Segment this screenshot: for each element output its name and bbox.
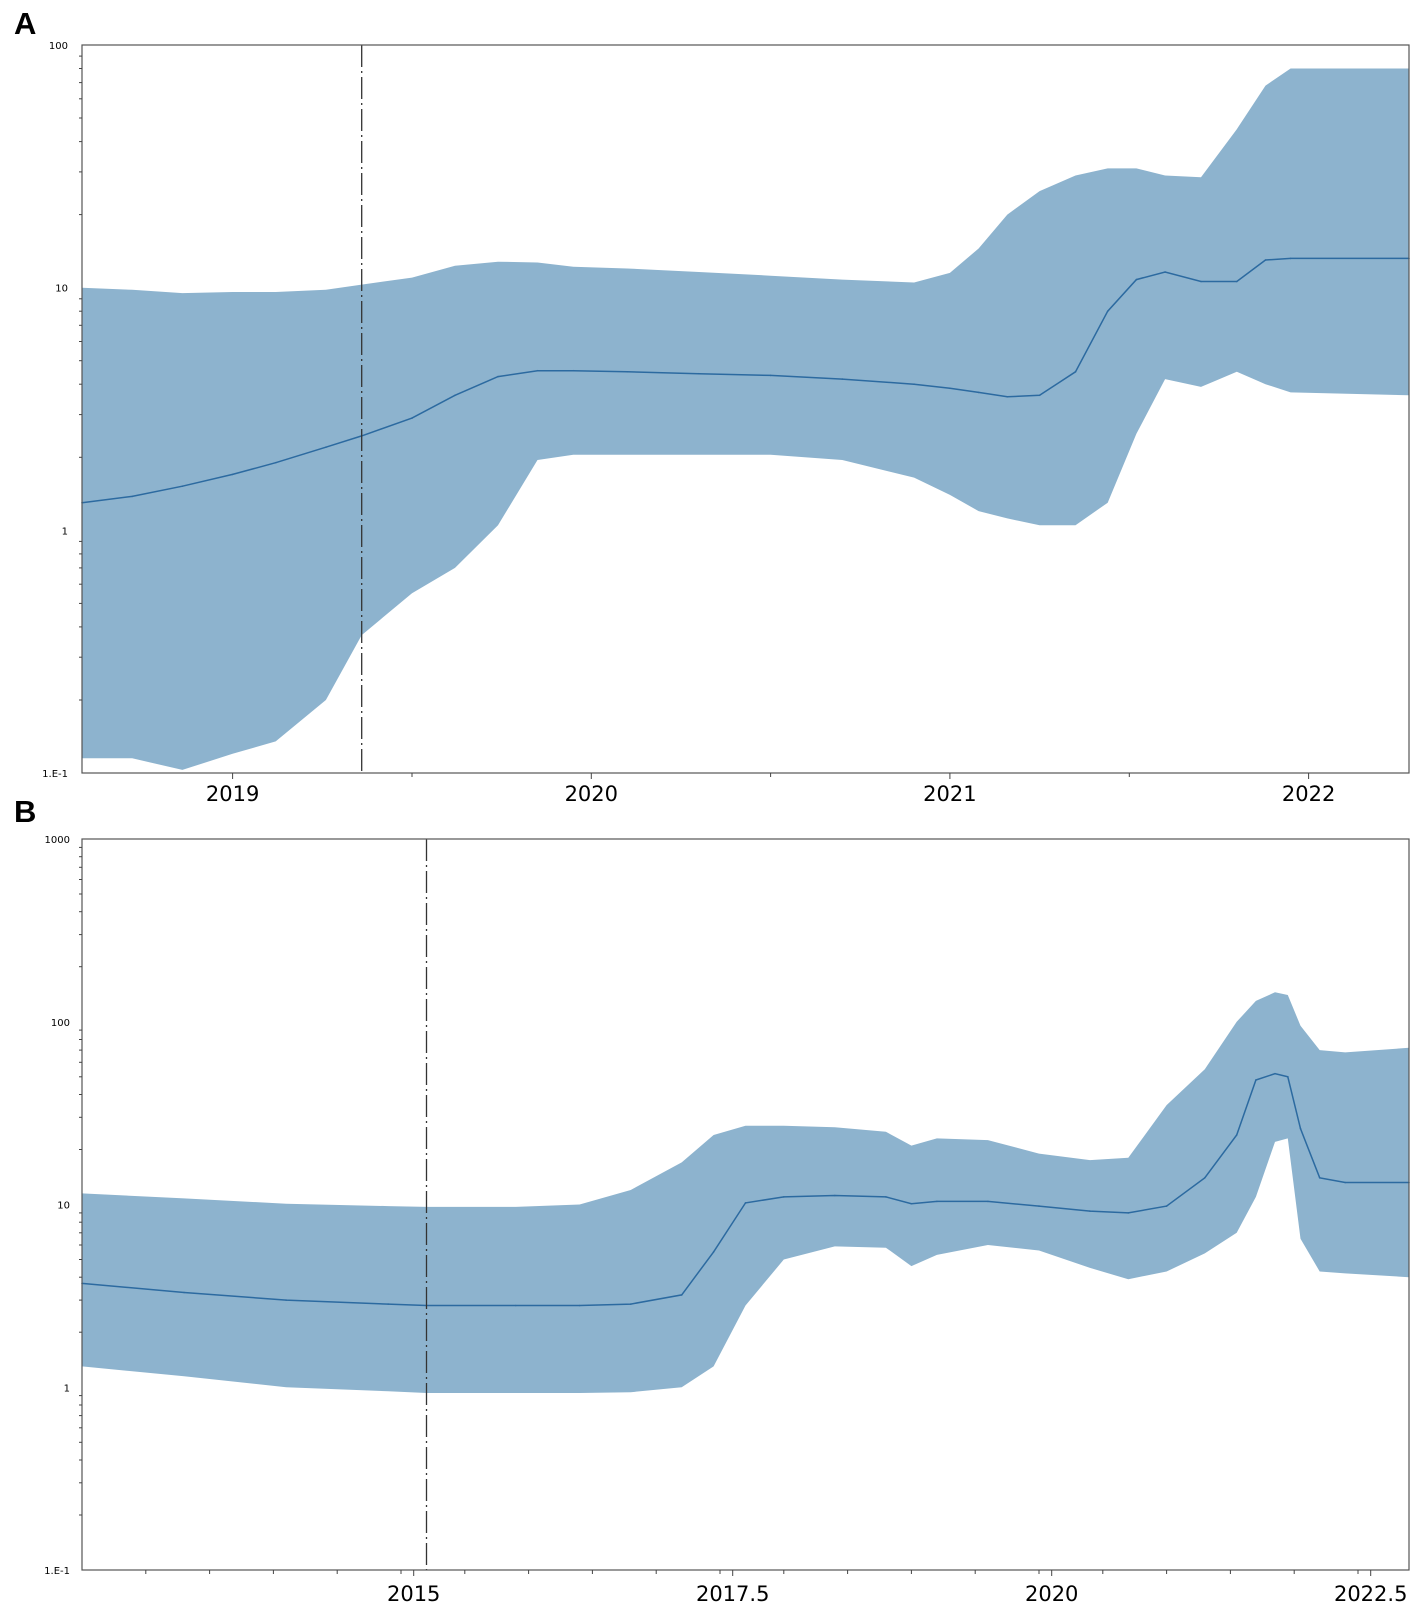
median-point [1236,280,1238,283]
median-point [744,1202,747,1204]
panel-a: A 2019 2020 2021 2022 100 10 1 1.E-1 [14,6,1410,806]
median-point [1165,1205,1168,1207]
median-point [1274,1072,1276,1075]
median-point [626,371,628,373]
median-point [1204,1177,1206,1179]
median-point [1127,1212,1130,1214]
median-point [387,1303,390,1305]
y-tick-label: 10 [55,284,68,295]
median-point [885,1196,887,1198]
median-point [1264,259,1267,261]
median-point [1038,1205,1040,1207]
x-tick-label: 2021 [923,782,976,806]
plot-frame [81,838,1410,1571]
y-tick-label: 100 [49,41,68,52]
median-point [834,1194,836,1197]
median-point [712,1251,715,1253]
y-tick-label: 1 [62,526,68,537]
median-point [411,417,413,419]
panel-b: B 2015 2017.5 2020 2022.5 1000 100 10 1 1.E-1 [14,794,1410,1606]
median-point [1318,1177,1321,1179]
median-point [1074,371,1077,373]
y-tick-label: 10 [57,1201,70,1212]
median-point [1344,1181,1346,1184]
median-point [910,1202,913,1205]
median-line [81,257,1409,504]
median-point [285,1299,288,1301]
median-point [936,1200,938,1203]
median-point [987,1200,989,1203]
x-tick-label: 2020 [565,782,618,806]
panel-label: A [14,6,36,41]
median-point [977,391,980,394]
median-point [1106,310,1109,313]
median-point [1235,1134,1238,1136]
median-point [1089,1210,1091,1212]
x-tick-label: 2019 [206,782,259,806]
median-line [81,1072,1409,1307]
median-point [578,1304,581,1307]
x-tick-label: 2020 [1025,1582,1078,1606]
confidence-band [82,992,1409,1393]
median-point [181,485,184,488]
median-point [629,1303,632,1305]
median-point [913,383,915,386]
median-point [325,446,327,449]
y-tick-label: 1.E-1 [42,769,68,780]
x-tick-label: 2022 [1282,782,1335,806]
median-point [1164,271,1166,273]
median-point [536,369,539,372]
panel-label: B [14,794,36,829]
median-point [274,461,277,464]
x-tick-label: 2022.5 [1334,1582,1407,1606]
median-point [1287,1076,1289,1078]
median-point [515,1304,517,1307]
y-tick-label: 1000 [45,835,70,846]
median-point [949,387,951,390]
median-point [572,369,575,372]
median-point [783,1196,785,1198]
median-point [497,375,499,378]
y-tick-label: 1 [64,1383,70,1394]
median-point [231,473,234,476]
x-tick-label: 2015 [387,1582,440,1606]
y-tick-label: 1.E-1 [44,1566,70,1577]
median-point [131,495,133,498]
y-tick-label: 100 [51,1018,70,1029]
median-point [1006,396,1009,398]
median-point [680,1294,683,1296]
median-point [1200,280,1202,283]
median-point [1255,1079,1257,1081]
median-point [841,378,844,380]
median-point [183,1291,185,1294]
median-point [698,372,700,375]
median-point [1299,1127,1302,1130]
confidence-band [82,68,1409,770]
median-point [1289,257,1292,260]
median-point [1135,278,1138,281]
median-point [454,394,456,397]
x-tick-label: 2017.5 [696,1582,769,1606]
median-point [1038,394,1041,397]
median-point [769,374,772,377]
plot-frame [81,44,1410,774]
